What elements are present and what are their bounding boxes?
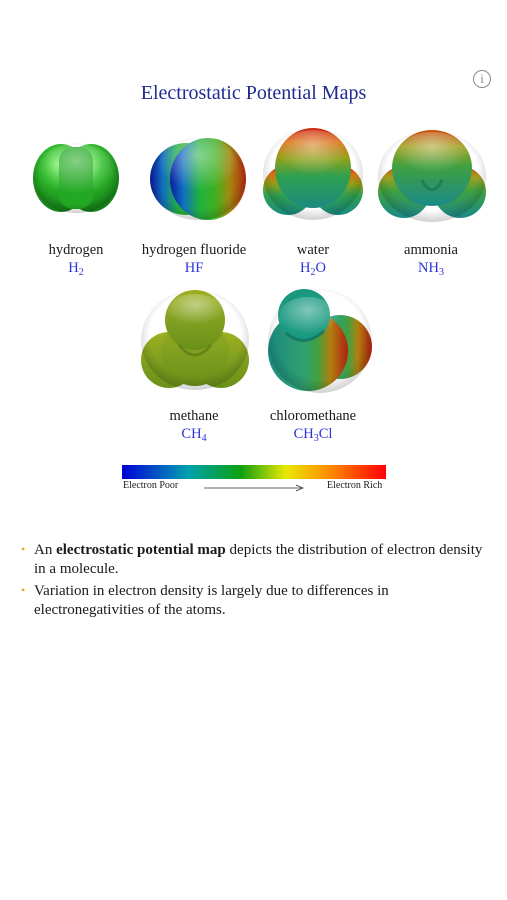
molecule-name-chloromethane: chloromethane [269,408,357,424]
molecule-name-hydrogen: hydrogen [48,242,104,258]
molecule-formula-methane: CH4 [181,426,207,444]
molecule-formula-hydrogen: H2 [68,260,84,278]
water-epm-model [263,128,363,220]
list-item: • An electrostatic potential map depicts… [20,541,490,579]
list-item: • Variation in electron density is large… [20,582,490,620]
scale-arrow-icon [204,484,304,492]
electron-density-color-scale [122,465,386,479]
molecule-formula-hydrogen-fluoride: HF [184,260,204,276]
molecule-formula-chloromethane: CH3Cl [293,426,333,444]
molecule-name-hydrogen-fluoride: hydrogen fluoride [141,242,247,258]
molecule-formula-water: H2O [300,260,326,278]
hydrogen-epm-model [33,143,119,213]
molecule-formula-ammonia: NH3 [418,260,444,278]
hydrogen-fluoride-epm-model [150,136,246,221]
methane-epm-model [141,290,249,390]
explanation-list: • An electrostatic potential map depicts… [20,541,490,623]
scale-label-electron-rich: Electron Rich [327,480,383,491]
info-icon[interactable]: i [473,70,491,88]
bullet-text: An [34,542,57,558]
molecule-name-methane: methane [169,408,219,424]
molecule-name-ammonia: ammonia [404,242,458,258]
scale-label-electron-poor: Electron Poor [123,480,179,491]
bullet-text: depicts the distribution of electron den… [34,542,483,577]
bullet-marker-icon: • [21,583,26,597]
bullet-marker-icon: • [21,542,26,556]
molecule-name-water: water [296,242,330,258]
ammonia-epm-model [378,130,486,222]
chloromethane-epm-model [268,289,372,393]
bullet-bold-term: electrostatic potential map [56,542,226,558]
bullet-text: Variation in electron density is largely… [34,583,389,618]
page-title: Electrostatic Potential Maps [140,82,367,104]
